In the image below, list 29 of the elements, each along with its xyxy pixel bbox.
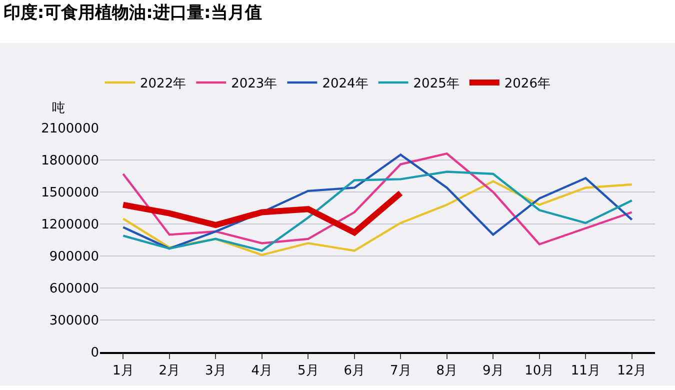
chart-title: 印度:可食用植物油:进口量:当月值 [3, 2, 262, 23]
y-tick-label: 900000 [49, 250, 99, 265]
x-tick-label: 6月 [344, 363, 366, 378]
legend-label: 2024年 [322, 76, 368, 92]
y-tick-label: 0 [90, 346, 99, 361]
legend-label: 2022年 [140, 76, 186, 92]
x-tick-label: 12月 [617, 363, 647, 378]
y-axis-title: 吨 [52, 101, 65, 116]
x-tick-label: 1月 [112, 363, 134, 378]
legend-label: 2026年 [504, 76, 550, 92]
y-tick-label: 600000 [49, 282, 99, 297]
x-tick-label: 11月 [570, 363, 600, 378]
line-series [122, 170, 633, 252]
y-tick-label: 1200000 [41, 218, 99, 233]
x-tick-label: 9月 [482, 363, 504, 378]
x-tick-label: 4月 [251, 363, 273, 378]
x-tick-label: 7月 [390, 363, 412, 378]
y-tick-label: 1800000 [41, 154, 99, 169]
x-tick-label: 3月 [204, 363, 226, 378]
y-tick-label: 1500000 [41, 186, 99, 201]
y-tick-label: 300000 [49, 314, 99, 329]
line-series [122, 180, 633, 256]
y-tick-label: 2100000 [41, 122, 99, 137]
legend-label: 2025年 [413, 76, 460, 92]
x-tick-label: 8月 [436, 363, 458, 378]
x-tick-label: 10月 [524, 363, 554, 378]
x-tick-label: 2月 [158, 363, 180, 378]
x-tick-label: 5月 [297, 363, 319, 378]
legend-label: 2023年 [231, 76, 278, 92]
